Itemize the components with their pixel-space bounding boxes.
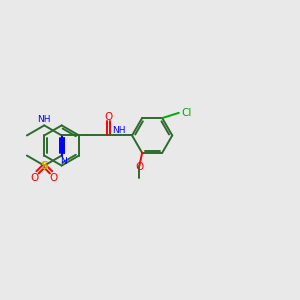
Text: O: O [104,112,112,122]
Text: NH: NH [112,126,126,135]
Text: N: N [60,157,67,166]
Text: O: O [50,173,58,183]
Text: Cl: Cl [182,108,192,118]
Text: O: O [135,162,143,172]
Text: S: S [40,160,48,171]
Text: NH: NH [38,116,51,124]
Text: O: O [31,173,39,183]
